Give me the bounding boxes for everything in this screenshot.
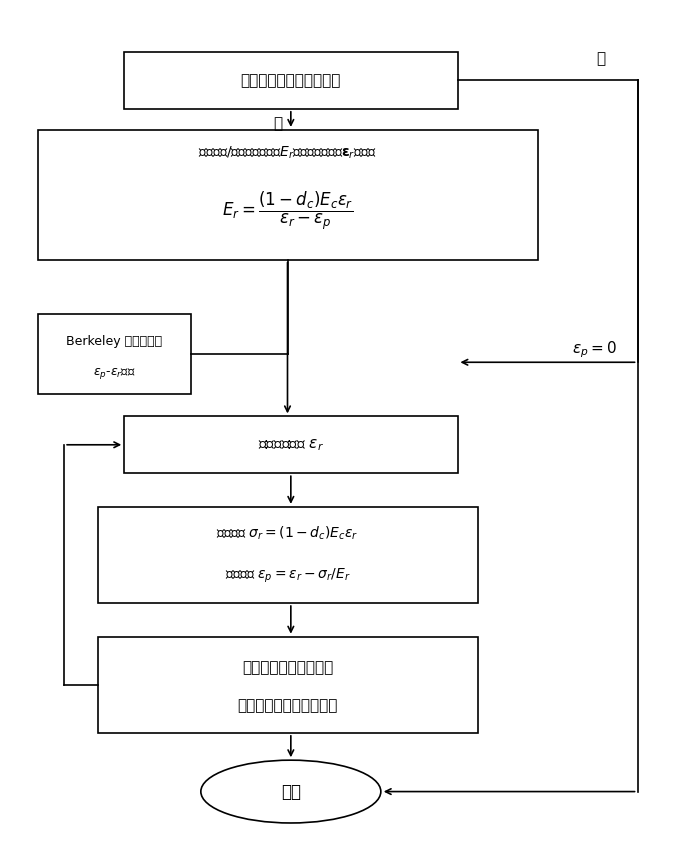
Text: 等效应力 $\sigma_r=(1-d_c)E_c\varepsilon_r$: 等效应力 $\sigma_r=(1-d_c)E_c\varepsilon_r$ [216, 525, 358, 542]
FancyBboxPatch shape [38, 129, 537, 260]
Text: 计算等效应变 $\varepsilon_r$: 计算等效应变 $\varepsilon_r$ [258, 437, 324, 453]
Text: 评定混凝土受压损伤程: 评定混凝土受压损伤程 [242, 660, 333, 675]
Text: $\varepsilon_p=0$: $\varepsilon_p=0$ [572, 339, 616, 360]
FancyBboxPatch shape [97, 636, 477, 733]
Text: 建立卸载/再加载变形模量$E_r$与静力等效应变$\boldsymbol{\varepsilon}_r$关系式: 建立卸载/再加载变形模量$E_r$与静力等效应变$\boldsymbol{\va… [198, 145, 377, 162]
Text: 受压混凝土完好，无损伤: 受压混凝土完好，无损伤 [241, 73, 341, 88]
Text: 结束: 结束 [281, 783, 301, 800]
Text: 是: 是 [596, 51, 605, 66]
Text: 否: 否 [273, 117, 282, 131]
Text: 度，推定损伤混凝土强度: 度，推定损伤混凝土强度 [238, 699, 338, 713]
Ellipse shape [201, 761, 381, 823]
FancyBboxPatch shape [97, 507, 477, 603]
Text: $\varepsilon_p$-$\varepsilon_r$关系: $\varepsilon_p$-$\varepsilon_r$关系 [93, 366, 136, 382]
FancyBboxPatch shape [124, 416, 458, 473]
Text: Berkeley 加卸载模型: Berkeley 加卸载模型 [66, 336, 162, 349]
Text: $E_r = \dfrac{(1-d_c)E_c\varepsilon_r}{\varepsilon_r - \varepsilon_p}$: $E_r = \dfrac{(1-d_c)E_c\varepsilon_r}{\… [222, 190, 353, 232]
FancyBboxPatch shape [124, 52, 458, 109]
Text: 残余应变 $\varepsilon_p=\varepsilon_r-\sigma_r/E_r$: 残余应变 $\varepsilon_p=\varepsilon_r-\sigma… [225, 567, 350, 585]
FancyBboxPatch shape [38, 314, 191, 393]
